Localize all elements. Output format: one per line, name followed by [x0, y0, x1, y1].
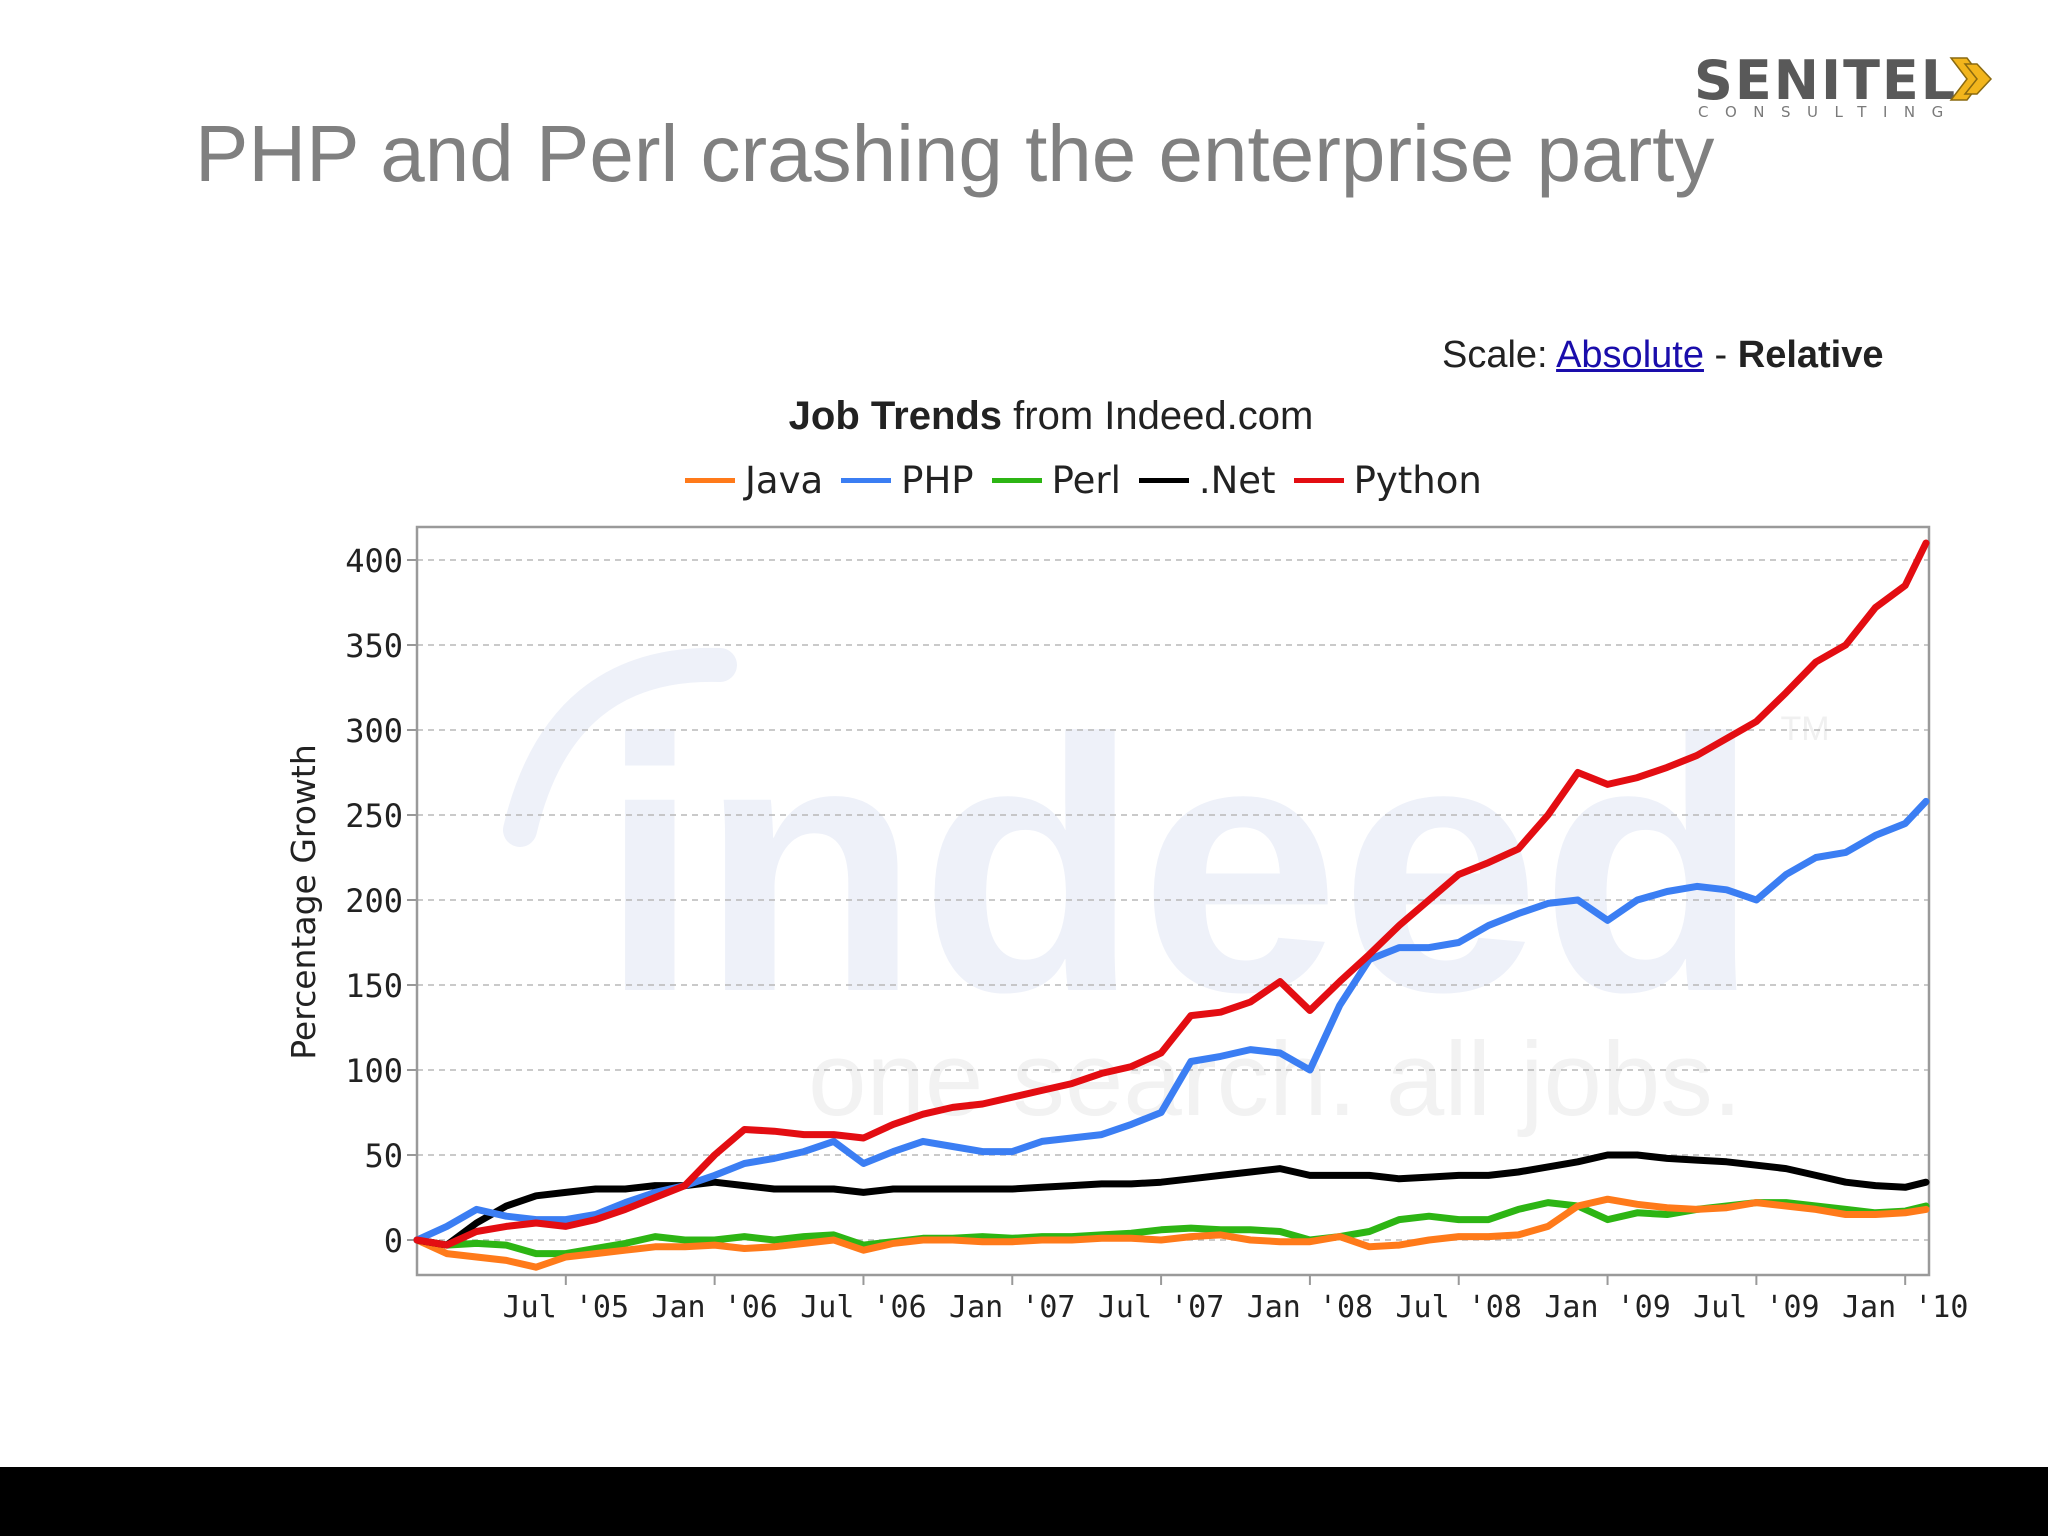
double-chevron-icon [1949, 57, 1993, 101]
y-tick-label: 400 [345, 542, 403, 580]
y-tick-label: 300 [345, 712, 403, 750]
legend-swatch [685, 477, 735, 483]
senitel-logo: SENITEL CONSULTING [1694, 54, 1998, 120]
y-tick-label: 200 [345, 882, 403, 920]
legend-swatch [1293, 477, 1344, 483]
x-tick-label: Jul '08 [1396, 1290, 1522, 1325]
watermark-indeed: indeed [600, 665, 1760, 1067]
x-tick-label: Jul '07 [1098, 1290, 1224, 1325]
x-tick-label: Jul '05 [503, 1290, 629, 1325]
chart-legend: Java PHP Perl .Net Python [685, 455, 1500, 505]
plot-frame [415, 525, 1931, 1277]
legend-label: Java [745, 458, 824, 502]
logo-subtitle: CONSULTING [1698, 103, 1960, 121]
legend-swatch [841, 477, 892, 483]
x-tick-label: Jan '08 [1247, 1290, 1373, 1325]
scale-toggle: Scale: Absolute - Relative [1442, 334, 1884, 377]
legend-item-perl: Perl [991, 458, 1121, 502]
y-axis-label: Percentage Growth [284, 744, 323, 1060]
legend-item-net: .Net [1138, 458, 1276, 502]
y-tick-label: 250 [345, 797, 403, 835]
series-line-java [413, 1195, 1930, 1271]
y-tick-label: 100 [345, 1052, 403, 1090]
legend-label: .Net [1198, 458, 1276, 502]
chart-title-rest: from Indeed.com [1002, 394, 1314, 438]
watermark-swoosh [503, 647, 737, 847]
x-tick-label: Jul '06 [800, 1290, 926, 1325]
scale-absolute-link[interactable]: Absolute [1556, 334, 1704, 376]
legend-item-java: Java [685, 459, 823, 502]
chart-title-bold: Job Trends [788, 394, 1003, 438]
x-tick-label: Jan '06 [651, 1290, 777, 1325]
y-tick-label: 50 [364, 1137, 403, 1175]
watermark-tagline: one search. all jobs. [808, 1021, 1742, 1138]
legend-label: PHP [901, 458, 974, 502]
y-tick-label: 350 [345, 627, 403, 665]
legend-item-php: PHP [841, 458, 974, 502]
logo-wordmark: SENITEL [1694, 49, 1958, 112]
x-tick-label: Jan '07 [949, 1290, 1075, 1325]
slide-title: PHP and Perl crashing the enterprise par… [195, 109, 1715, 198]
legend-swatch [991, 477, 1042, 483]
x-tick-label: Jan '09 [1544, 1290, 1670, 1325]
watermark-tm: TM [1780, 710, 1829, 748]
scale-relative-label: Relative [1737, 334, 1884, 376]
x-tick-label: Jan '10 [1842, 1290, 1968, 1325]
legend-swatch [1138, 477, 1189, 483]
x-tick-label: Jul '09 [1693, 1290, 1819, 1325]
bottom-black-bar [0, 1467, 2048, 1536]
legend-label: Perl [1051, 458, 1121, 502]
y-tick-label: 150 [345, 967, 403, 1005]
scale-separator: - [1703, 334, 1738, 376]
y-tick-label: 0 [384, 1222, 403, 1260]
legend-label: Python [1353, 458, 1482, 502]
legend-item-python: Python [1293, 458, 1482, 502]
chart-title: Job Trends from Indeed.com [0, 394, 2048, 439]
scale-prefix: Scale: [1442, 334, 1557, 376]
series-line-python [413, 539, 1930, 1249]
